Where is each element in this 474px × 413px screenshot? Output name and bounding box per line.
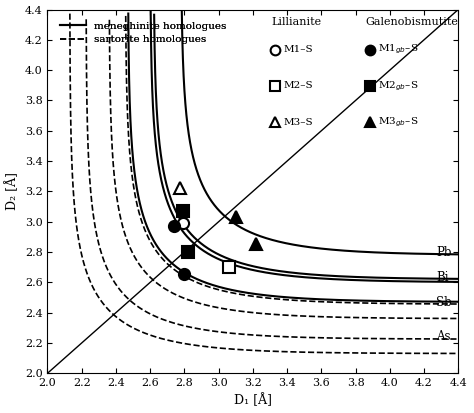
- Text: M1–S: M1–S: [283, 45, 313, 54]
- Text: M2–S: M2–S: [283, 81, 313, 90]
- Y-axis label: D₂ [Å]: D₂ [Å]: [6, 172, 19, 210]
- Text: M1$_{gb}$–S: M1$_{gb}$–S: [378, 43, 419, 56]
- Text: Galenobismutite: Galenobismutite: [366, 17, 459, 27]
- Text: Lillianite: Lillianite: [271, 17, 321, 27]
- Text: M3$_{gb}$–S: M3$_{gb}$–S: [378, 116, 419, 129]
- X-axis label: D₁ [Å]: D₁ [Å]: [234, 394, 272, 408]
- Text: M3–S: M3–S: [283, 118, 313, 127]
- Text: M2$_{gb}$–S: M2$_{gb}$–S: [378, 79, 419, 93]
- Text: Sb: Sb: [436, 296, 452, 309]
- Text: Pb: Pb: [436, 246, 451, 259]
- Legend: meneghinite homologues, sartorite homologues: meneghinite homologues, sartorite homolo…: [57, 19, 230, 47]
- Text: Bi: Bi: [436, 271, 448, 284]
- Text: As: As: [436, 330, 450, 343]
